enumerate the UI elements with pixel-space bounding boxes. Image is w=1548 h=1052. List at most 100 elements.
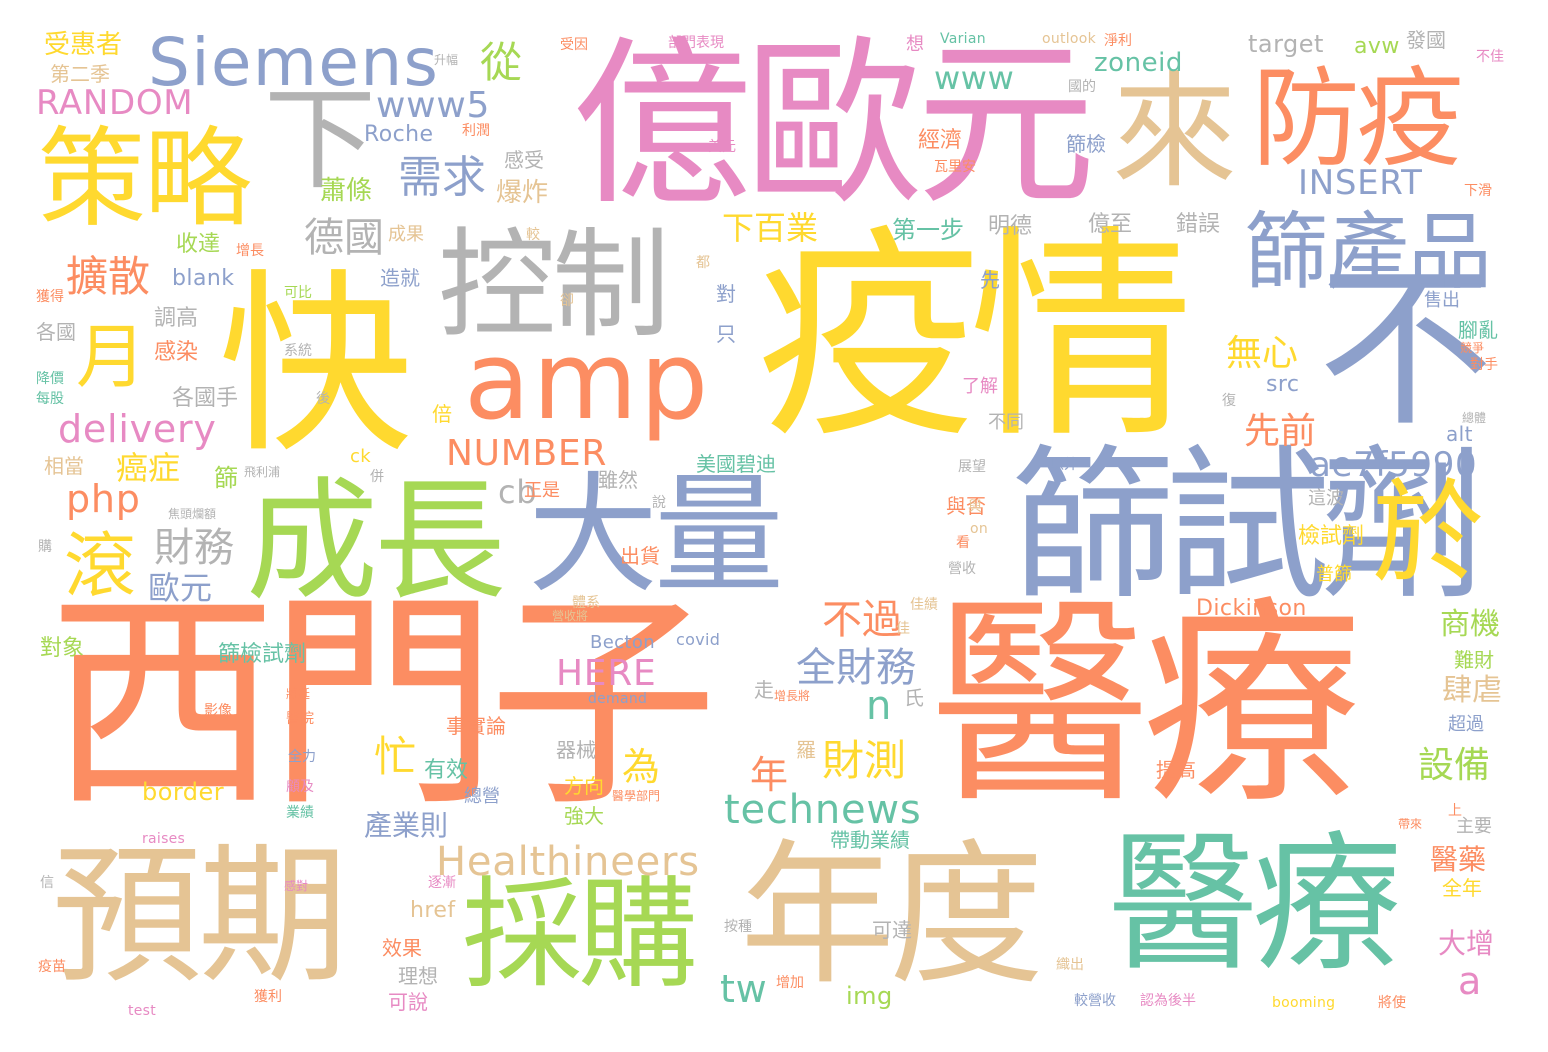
word: 效果 (382, 936, 422, 960)
word: 可達 (872, 918, 912, 942)
word: raises (142, 831, 186, 847)
word: 為 (622, 745, 661, 789)
word: 對 (716, 282, 736, 306)
word: 信 (40, 875, 54, 891)
word: 德國 (304, 215, 384, 261)
word: tw (720, 967, 768, 1011)
word: technews (724, 787, 922, 833)
word: 增加 (776, 975, 804, 991)
word: avw (1354, 34, 1400, 59)
word: 商機 (1440, 607, 1500, 642)
word: 月 (76, 316, 146, 398)
word: 獲利 (254, 989, 282, 1005)
word: 瓦里安 (934, 159, 976, 175)
word: 爆炸 (496, 178, 549, 208)
word: 總營 (464, 786, 500, 807)
word: 對手 (1470, 357, 1498, 373)
word: 獲得 (36, 289, 64, 305)
word: 設備 (1418, 745, 1491, 786)
word: 腳亂 (1458, 318, 1498, 342)
word: 這波 (1308, 488, 1344, 509)
word: 先 (980, 268, 1000, 292)
word: 各國手 (172, 386, 239, 411)
word: 相當 (44, 454, 84, 478)
word: 成果 (388, 224, 424, 245)
word: 與否 (946, 494, 986, 518)
word: 不同 (988, 412, 1024, 433)
word: 有效 (424, 758, 469, 783)
word: 醫院 (286, 711, 314, 727)
word: Dickinson (1196, 596, 1307, 621)
word: 全年 (1442, 876, 1482, 900)
word: 雖然 (598, 468, 638, 492)
word: blank (172, 266, 235, 291)
word: 降價 (36, 371, 64, 387)
word: 全財務 (796, 645, 916, 691)
word: 焦頭爛額 (168, 507, 217, 521)
word: 購 (38, 539, 52, 555)
word: 醫藥 (1430, 843, 1487, 876)
word: 不佳 (1476, 49, 1504, 65)
word: 下 (264, 75, 376, 205)
word: Varian (940, 31, 986, 47)
word: 併 (370, 469, 384, 485)
word: 競爭 (1460, 341, 1485, 355)
word: 超過 (1448, 714, 1484, 735)
word: 感對 (284, 879, 309, 893)
word: 全力 (288, 749, 316, 765)
word: 較營收 (1074, 993, 1116, 1009)
word: 檢試劑 (1298, 524, 1365, 549)
word: 疫苗 (38, 959, 66, 975)
word: img (846, 982, 893, 1010)
word: 了解 (962, 376, 998, 397)
word: 美國碧迪 (696, 452, 776, 476)
word: 上 (1448, 803, 1462, 819)
word: ck (350, 446, 372, 467)
word: 肆虐 (1442, 673, 1502, 708)
word: 造就 (380, 266, 420, 290)
word: 篩檢試劑 (218, 642, 307, 667)
word: 佳 (896, 621, 910, 637)
word: delivery (58, 407, 217, 451)
word: 下滑 (1464, 183, 1492, 199)
word: 總體 (1462, 411, 1487, 425)
word: 羅 (796, 738, 816, 762)
word: 器械 (556, 738, 596, 762)
word: 增長 (236, 243, 264, 259)
word: a (1458, 959, 1483, 1003)
word: 看 (956, 535, 970, 551)
word: 說 (652, 495, 666, 511)
word: amp (464, 319, 711, 444)
word: 感受 (504, 148, 544, 172)
word: 織出 (1056, 957, 1084, 973)
word: test (128, 1003, 157, 1019)
word: 篩檢 (1066, 132, 1106, 156)
word: 難財 (1454, 648, 1494, 672)
word: 復 (1222, 393, 1236, 409)
word: 都 (696, 255, 710, 271)
word: 提高 (1156, 758, 1196, 782)
word: 售出 (1424, 290, 1460, 311)
word: HERE (556, 653, 657, 694)
word: 防疫 (1252, 57, 1464, 182)
word: 美元 (708, 139, 736, 155)
word: 控制 (438, 216, 670, 354)
word: 增長將 (774, 689, 811, 703)
word: 忙 (374, 732, 417, 781)
word: 各國 (36, 320, 76, 344)
word: 西門子 (48, 571, 718, 838)
word: 擴散 (66, 252, 151, 301)
word: 只 (716, 322, 736, 346)
word: zoneid (1094, 48, 1183, 78)
word: 每股 (36, 391, 64, 407)
word: href (410, 898, 456, 923)
word: 下百業 (722, 209, 819, 247)
word: 佳績 (910, 597, 938, 613)
word: 普篩 (1316, 564, 1352, 585)
word: 展望 (958, 459, 986, 475)
word: www5 (376, 85, 491, 126)
word: booming (1272, 995, 1336, 1011)
word: 產業則 (364, 809, 449, 842)
word: 不過 (822, 597, 902, 643)
word: Siemens (148, 24, 440, 101)
